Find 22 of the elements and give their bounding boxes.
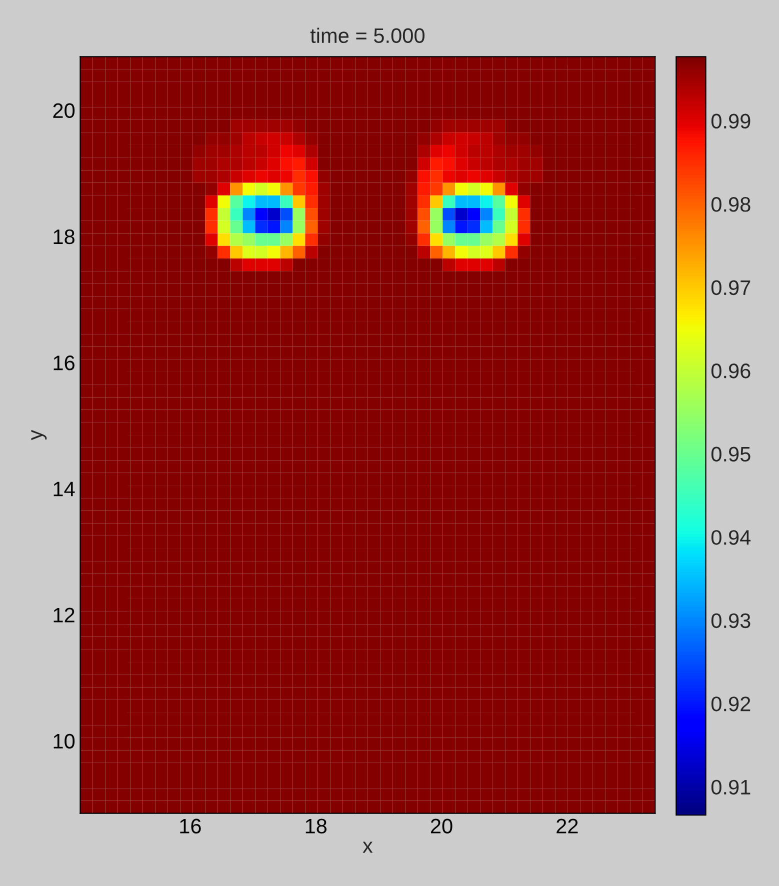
- x-tick-label: 16: [180, 818, 201, 834]
- x-tick-label: 20: [430, 818, 452, 834]
- color-bar-label: 0.93: [711, 613, 750, 628]
- color-bar-label: 0.94: [711, 530, 751, 545]
- color-bar-label: 0.99: [711, 114, 750, 129]
- chart-title: time = 5.000: [310, 28, 424, 44]
- y-tick-label: 10: [54, 734, 75, 749]
- color-bar-label: 0.97: [711, 280, 750, 296]
- color-bar-label: 0.91: [711, 780, 750, 795]
- y-axis-title: y: [31, 430, 47, 440]
- x-tick-label: 22: [556, 818, 578, 834]
- color-bar-label: 0.95: [711, 446, 750, 462]
- y-tick-label: 20: [53, 103, 75, 118]
- color-bar-label: 0.92: [711, 696, 750, 712]
- x-tick-label: 18: [306, 818, 327, 834]
- color-bar-label: 0.98: [711, 197, 750, 212]
- y-tick-label: 16: [54, 356, 74, 370]
- y-tick-label: 14: [54, 482, 75, 496]
- y-tick-label: 18: [54, 229, 74, 244]
- y-tick-label: 12: [54, 608, 74, 622]
- color-bar-label: 0.96: [711, 364, 750, 378]
- x-axis-title: x: [362, 842, 373, 853]
